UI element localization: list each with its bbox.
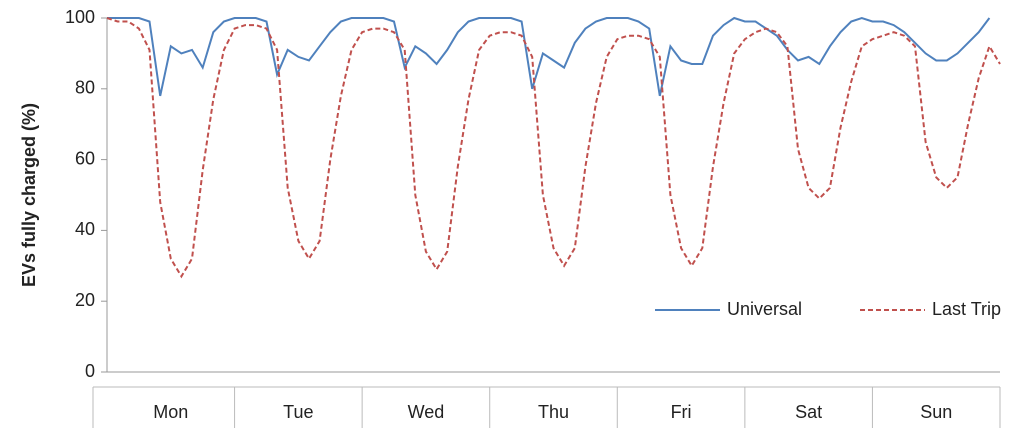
y-tick-label: 100 xyxy=(65,7,95,27)
y-tick-label: 80 xyxy=(75,78,95,98)
x-tick-label: Wed xyxy=(408,402,445,422)
legend-label: Universal xyxy=(727,299,802,319)
x-tick-label: Sat xyxy=(795,402,822,422)
x-tick-label: Sun xyxy=(920,402,952,422)
series-line xyxy=(106,17,1001,279)
legend-label: Last Trip xyxy=(932,299,1001,319)
x-tick-label: Tue xyxy=(283,402,313,422)
y-tick-label: 60 xyxy=(75,148,95,168)
x-tick-label: Thu xyxy=(538,402,569,422)
y-tick-label: 40 xyxy=(75,219,95,239)
y-axis-label: EVs fully charged (%) xyxy=(19,103,39,287)
y-tick-label: 20 xyxy=(75,290,95,310)
y-tick-label: 0 xyxy=(85,361,95,381)
x-tick-label: Fri xyxy=(671,402,692,422)
x-tick-label: Mon xyxy=(153,402,188,422)
series-line xyxy=(107,16,991,97)
